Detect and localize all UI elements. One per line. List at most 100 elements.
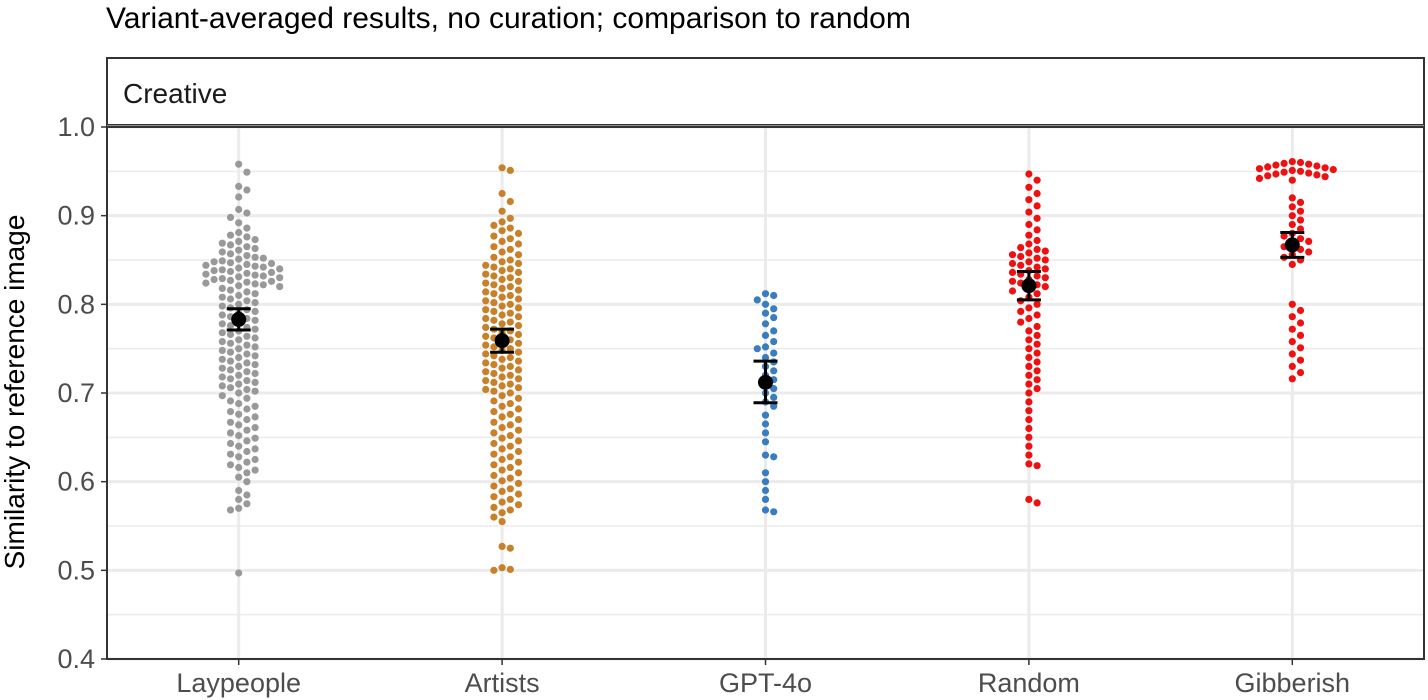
data-point-artists: [482, 279, 490, 287]
data-point-random: [1025, 398, 1033, 406]
data-point-random: [1033, 376, 1041, 384]
data-point-laypeople: [251, 434, 259, 442]
y-tick-label: 0.7: [57, 378, 95, 408]
data-point-laypeople: [235, 362, 243, 370]
data-point-gibberish: [1288, 158, 1296, 166]
data-point-gibberish: [1296, 331, 1305, 339]
data-point-artists: [482, 270, 490, 278]
y-axis-ticks: 0.4 0.5 0.6 0.7 0.8 0.9 1.0: [57, 112, 107, 674]
mean-point-random: [1021, 278, 1037, 294]
data-point-laypeople: [235, 264, 243, 272]
data-point-gpt-4o: [761, 506, 770, 514]
data-point-artists: [506, 485, 514, 493]
data-point-artists: [490, 566, 498, 574]
data-point-laypeople: [251, 361, 259, 369]
data-point-random: [1008, 251, 1017, 259]
data-point-laypeople: [243, 437, 251, 445]
data-point-random: [1025, 231, 1033, 239]
data-point-random: [1025, 362, 1033, 370]
data-point-artists: [482, 385, 490, 394]
data-point-gibberish: [1296, 369, 1305, 377]
data-point-artists: [514, 304, 523, 312]
data-point-laypeople: [243, 233, 251, 241]
data-point-laypeople: [251, 299, 259, 307]
data-point-gpt-4o: [770, 367, 778, 375]
data-point-laypeople: [251, 445, 259, 453]
data-point-random: [1025, 336, 1033, 344]
data-point-artists: [506, 544, 514, 552]
data-point-gibberish: [1280, 232, 1288, 240]
data-point-artists: [498, 564, 506, 572]
mean-point-artists: [494, 333, 510, 349]
y-tick-label: 0.5: [57, 555, 95, 585]
data-point-laypeople: [243, 186, 251, 194]
data-point-laypeople: [235, 182, 243, 190]
data-point-artists: [498, 207, 506, 215]
data-point-gibberish: [1264, 163, 1272, 171]
data-point-laypeople: [243, 278, 251, 286]
data-point-gibberish: [1272, 170, 1280, 178]
data-point-laypeople: [243, 368, 251, 376]
data-point-random: [1025, 416, 1033, 424]
data-point-gpt-4o: [761, 309, 770, 317]
data-point-artists: [482, 306, 490, 314]
data-point-gpt-4o: [761, 320, 770, 328]
data-point-artists: [506, 410, 514, 418]
data-point-random: [1025, 380, 1033, 388]
data-point-gpt-4o: [753, 296, 761, 304]
data-point-random: [1025, 433, 1033, 441]
data-point-random: [1025, 183, 1033, 191]
data-point-laypeople: [251, 316, 259, 324]
data-point-gibberish: [1305, 160, 1313, 168]
data-point-random: [1033, 349, 1041, 357]
data-point-laypeople: [235, 219, 243, 227]
data-point-laypeople: [218, 355, 226, 363]
data-point-artists: [514, 286, 523, 294]
data-point-random: [1017, 252, 1025, 261]
data-point-gpt-4o: [761, 420, 770, 428]
data-point-laypeople: [243, 416, 251, 424]
data-point-artists: [506, 371, 514, 379]
data-point-random: [1025, 220, 1033, 229]
data-point-laypeople: [202, 279, 210, 287]
data-point-artists: [498, 248, 506, 256]
data-point-gibberish: [1288, 176, 1296, 184]
data-point-artists: [490, 450, 498, 458]
data-point-artists: [490, 290, 498, 298]
data-point-laypeople: [235, 228, 243, 237]
data-point-laypeople: [226, 213, 235, 221]
data-point-gibberish: [1296, 225, 1305, 233]
data-point-laypeople: [251, 369, 259, 378]
data-point-artists: [506, 197, 514, 206]
data-point-laypeople: [226, 339, 235, 347]
data-point-gibberish: [1288, 203, 1296, 211]
data-point-random: [1017, 307, 1025, 315]
data-point-random: [1033, 254, 1041, 262]
data-point-laypeople: [243, 269, 251, 277]
data-point-artists: [514, 426, 523, 434]
data-point-laypeople: [218, 311, 226, 319]
data-point-random: [1033, 263, 1041, 271]
data-point-laypeople: [276, 265, 284, 273]
data-point-gibberish: [1329, 166, 1337, 174]
data-point-laypeople: [218, 257, 226, 265]
data-point-gpt-4o: [761, 478, 770, 486]
data-point-laypeople: [226, 408, 235, 416]
data-point-random: [1025, 424, 1033, 433]
data-point-laypeople: [226, 241, 235, 249]
data-point-laypeople: [243, 426, 251, 434]
y-tick-label: 0.4: [57, 644, 95, 674]
data-point-random: [1033, 214, 1041, 222]
data-point-artists: [482, 350, 490, 358]
data-point-artists: [498, 424, 506, 432]
data-point-laypeople: [251, 455, 259, 464]
data-point-laypeople: [235, 282, 243, 290]
data-point-gibberish: [1288, 325, 1296, 333]
data-point-artists: [514, 416, 523, 424]
data-point-gibberish: [1313, 162, 1321, 170]
data-point-random: [1041, 247, 1049, 255]
data-point-laypeople: [243, 491, 251, 499]
data-point-laypeople: [235, 410, 243, 418]
data-point-random: [1025, 327, 1033, 335]
data-point-gibberish: [1296, 167, 1305, 175]
